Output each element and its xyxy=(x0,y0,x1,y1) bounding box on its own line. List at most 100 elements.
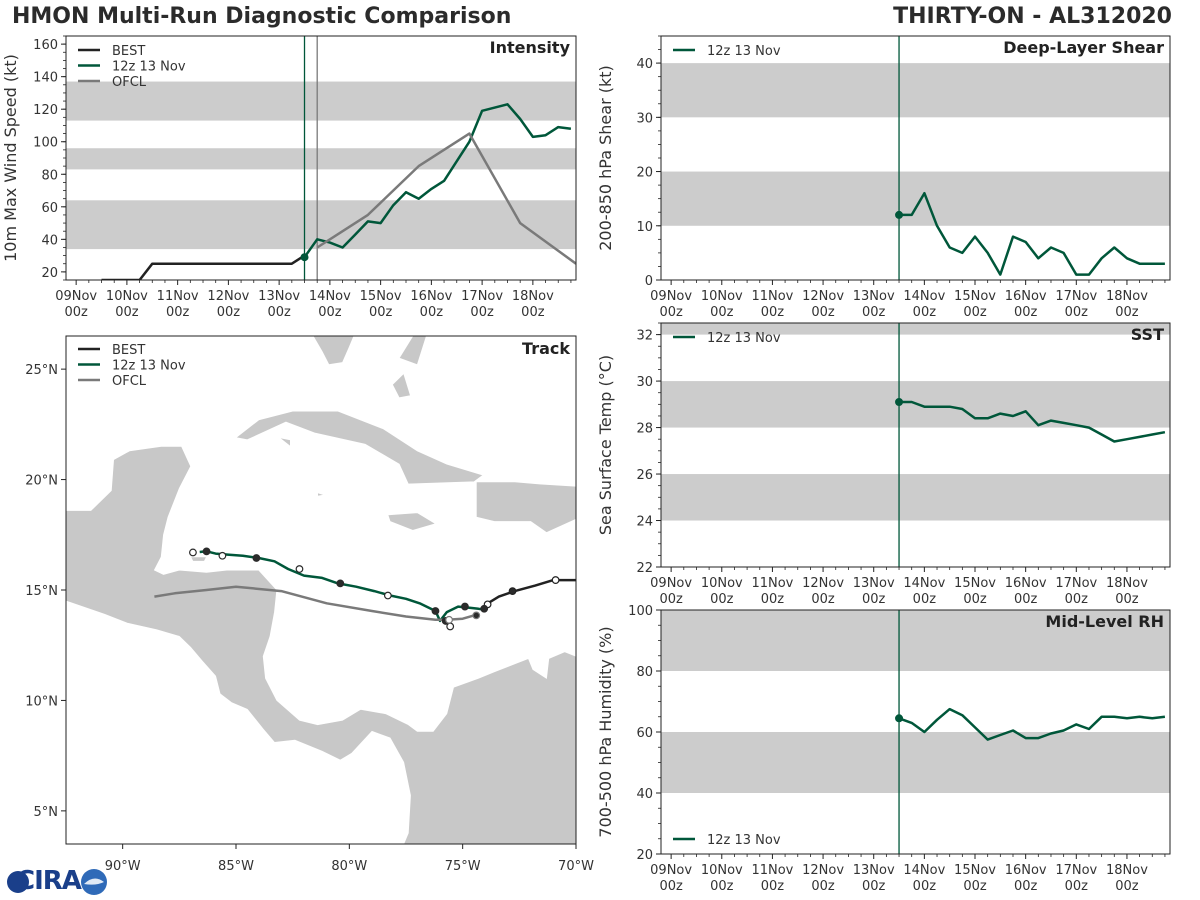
series-line-run xyxy=(898,707,1166,741)
threshold-band xyxy=(661,732,1170,793)
y-tick-label: 80 xyxy=(636,665,653,680)
chart-shear: 01020304009Nov00z10Nov00z11Nov00z12Nov00… xyxy=(596,35,1171,320)
track-marker xyxy=(461,602,469,611)
x-tick-day-label: 09Nov xyxy=(650,863,692,878)
legend-label: OFCL xyxy=(112,75,147,90)
y-tick-label: 26 xyxy=(636,468,653,483)
x-tick-day-label: 17Nov xyxy=(1055,863,1097,878)
x-tick-day-label: 18Nov xyxy=(1106,289,1148,304)
x-tick-hour-label: 00z xyxy=(1115,592,1139,607)
lat-tick-label: 20°N xyxy=(25,474,58,489)
threshold-band xyxy=(66,81,576,121)
legend-label: 12z 13 Nov xyxy=(112,359,186,374)
x-tick-day-label: 13Nov xyxy=(853,863,895,878)
lon-tick-label: 85°W xyxy=(218,859,254,874)
legend-label: 12z 13 Nov xyxy=(707,331,781,346)
chart-title: Intensity xyxy=(490,38,571,57)
x-tick-hour-label: 00z xyxy=(420,305,444,320)
y-tick-label: 22 xyxy=(636,561,653,576)
track-line-run xyxy=(199,550,486,623)
track-marker xyxy=(336,579,345,588)
x-tick-day-label: 15Nov xyxy=(954,863,996,878)
legend-label: 12z 13 Nov xyxy=(707,44,781,59)
lat-tick-label: 5°N xyxy=(34,805,59,820)
x-tick-hour-label: 00z xyxy=(811,879,835,894)
lat-tick-label: 25°N xyxy=(25,363,58,378)
track-marker xyxy=(508,587,517,596)
x-tick-hour-label: 00z xyxy=(862,592,886,607)
track-marker xyxy=(551,576,560,584)
chart-sst: 22242628303209Nov00z10Nov00z11Nov00z12No… xyxy=(596,322,1171,607)
y-axis-label: 200-850 hPa Shear (kt) xyxy=(596,65,615,251)
threshold-band xyxy=(661,63,1170,118)
x-tick-hour-label: 00z xyxy=(1115,879,1139,894)
y-tick-label: 80 xyxy=(41,168,58,183)
plot-frame xyxy=(660,322,1171,568)
threshold-band xyxy=(661,323,1170,335)
y-axis-label: 700-500 hPa Humidity (%) xyxy=(596,626,615,837)
legend-label: 12z 13 Nov xyxy=(707,833,781,848)
x-tick-day-label: 15Nov xyxy=(954,289,996,304)
series-line-run xyxy=(303,103,572,258)
legend-label: OFCL xyxy=(112,374,147,389)
track-marker xyxy=(431,607,440,615)
x-tick-day-label: 18Nov xyxy=(1106,576,1148,591)
y-axis-label: 10m Max Wind Speed (kt) xyxy=(1,54,20,262)
chart-rh: 2040608010009Nov00z10Nov00z11Nov00z12Nov… xyxy=(596,604,1171,894)
x-tick-hour-label: 00z xyxy=(659,305,683,320)
lon-tick-label: 75°W xyxy=(445,859,481,874)
x-tick-day-label: 16Nov xyxy=(410,289,452,304)
y-tick-label: 20 xyxy=(41,266,58,281)
x-tick-day-label: 14Nov xyxy=(903,576,945,591)
x-tick-hour-label: 00z xyxy=(761,592,785,607)
threshold-band xyxy=(661,610,1170,671)
land-mass xyxy=(66,445,576,844)
track-marker xyxy=(189,548,197,557)
chart-title: SST xyxy=(1131,325,1164,344)
x-tick-hour-label: 00z xyxy=(913,305,937,320)
x-tick-day-label: 12Nov xyxy=(802,289,844,304)
x-tick-day-label: 10Nov xyxy=(701,576,743,591)
track-marker xyxy=(252,554,261,562)
x-tick-day-label: 18Nov xyxy=(512,289,554,304)
series-line-run xyxy=(899,191,1165,276)
x-tick-day-label: 14Nov xyxy=(903,289,945,304)
x-tick-hour-label: 00z xyxy=(811,305,835,320)
x-tick-day-label: 13Nov xyxy=(853,289,895,304)
x-tick-hour-label: 00z xyxy=(963,592,987,607)
x-tick-hour-label: 00z xyxy=(659,879,683,894)
x-tick-day-label: 13Nov xyxy=(258,289,300,304)
x-tick-hour-label: 00z xyxy=(318,305,342,320)
x-tick-day-label: 09Nov xyxy=(650,576,692,591)
x-tick-day-label: 18Nov xyxy=(1106,863,1148,878)
y-tick-label: 0 xyxy=(645,274,653,289)
threshold-band xyxy=(66,200,576,250)
init-point xyxy=(895,714,904,723)
y-tick-label: 24 xyxy=(636,515,653,530)
y-tick-label: 10 xyxy=(636,220,653,235)
x-tick-day-label: 10Nov xyxy=(106,289,148,304)
lat-tick-label: 10°N xyxy=(25,694,58,709)
chart-title: Mid-Level RH xyxy=(1045,612,1164,631)
x-tick-hour-label: 00z xyxy=(1065,592,1089,607)
y-tick-label: 120 xyxy=(33,103,58,118)
track-marker xyxy=(445,615,453,624)
y-tick-label: 30 xyxy=(636,111,653,126)
x-tick-hour-label: 00z xyxy=(267,305,291,320)
x-tick-hour-label: 00z xyxy=(913,592,937,607)
lon-tick-label: 70°W xyxy=(558,859,594,874)
legend-label: BEST xyxy=(112,44,145,59)
logo-globe-icon xyxy=(7,871,29,893)
x-tick-hour-label: 00z xyxy=(1065,879,1089,894)
land-mass xyxy=(317,492,325,497)
x-tick-hour-label: 00z xyxy=(761,305,785,320)
series-line-best xyxy=(101,254,306,280)
x-tick-hour-label: 00z xyxy=(64,305,88,320)
x-tick-hour-label: 00z xyxy=(659,592,683,607)
x-tick-day-label: 17Nov xyxy=(1055,576,1097,591)
land-mass xyxy=(391,372,412,399)
x-tick-hour-label: 00z xyxy=(862,879,886,894)
x-tick-day-label: 11Nov xyxy=(751,576,793,591)
x-tick-hour-label: 00z xyxy=(913,879,937,894)
